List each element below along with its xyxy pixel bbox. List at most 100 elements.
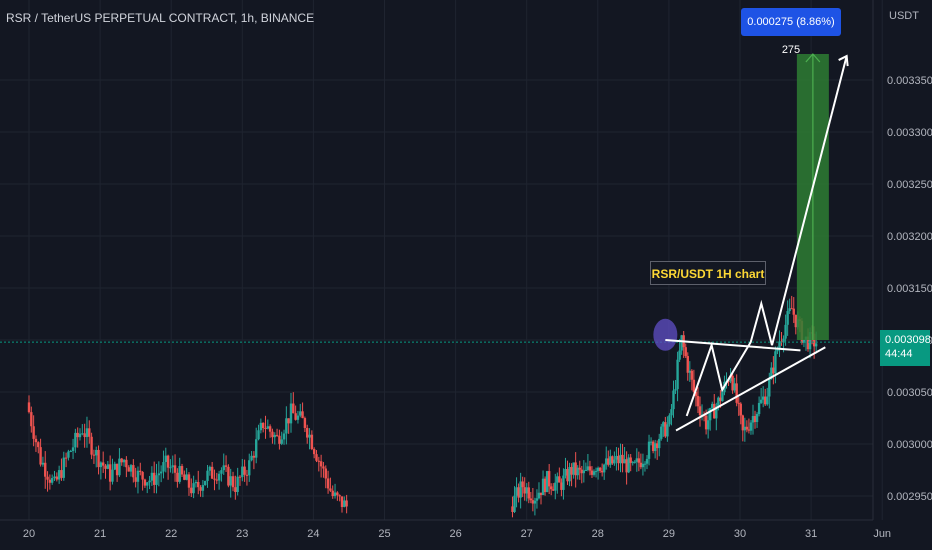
candle-body [617, 455, 620, 464]
candle-body [684, 347, 687, 357]
candle-body [197, 482, 200, 488]
candle-body [319, 461, 323, 467]
candle-body [32, 426, 35, 439]
candle-body [322, 466, 325, 469]
candle-body [776, 349, 779, 352]
candle-body [698, 406, 702, 416]
candle-body [619, 454, 622, 464]
candle-body [539, 492, 543, 496]
candle-body [721, 392, 724, 402]
candle-body [257, 430, 260, 440]
candle-body [605, 458, 608, 465]
candle-body [680, 335, 683, 351]
candle-body [217, 473, 221, 481]
candle-body [308, 434, 311, 438]
candle-body [727, 380, 730, 382]
candle-body [678, 350, 681, 360]
candle-body [268, 426, 272, 432]
candle-body [99, 462, 103, 468]
last-price-value: 0.003098 [885, 334, 931, 346]
candle-body [566, 469, 569, 482]
time-tick-label: 24 [307, 528, 319, 540]
candle-body [50, 478, 54, 483]
candle-body [757, 402, 761, 415]
candle-body [745, 426, 749, 430]
candle-body [602, 464, 606, 473]
candle-body [768, 378, 771, 397]
candle-body [694, 391, 698, 396]
candle-body [301, 411, 304, 419]
candle-body [662, 422, 665, 427]
candle-body [178, 466, 181, 482]
candle-body [535, 498, 539, 501]
candle-body [778, 341, 781, 350]
candle-body [658, 438, 661, 449]
candle-body [637, 458, 641, 463]
candle-body [173, 465, 177, 473]
breakout-highlight-circle[interactable] [653, 318, 678, 351]
candle-body [241, 466, 244, 478]
candle-body [97, 449, 100, 468]
candle-body [674, 389, 677, 391]
candle-body [592, 471, 596, 475]
candle-body [275, 434, 279, 436]
candle-body [136, 470, 140, 482]
candle-body [120, 458, 123, 463]
candle-body [159, 471, 163, 474]
candle-body [513, 495, 516, 512]
candle-body [782, 338, 785, 342]
candle-body [692, 379, 696, 392]
time-tick-label: 22 [165, 528, 177, 540]
candle-body [743, 426, 747, 431]
candle-body [125, 459, 128, 468]
candle-body [27, 402, 31, 413]
candle-body [183, 474, 186, 480]
candle-body [578, 467, 581, 470]
candle-body [737, 402, 740, 404]
candle-body [190, 487, 193, 494]
candle-body [95, 449, 98, 456]
candle-body [273, 434, 276, 438]
candle-body [735, 383, 738, 403]
candle-body [60, 470, 63, 478]
candle-body [521, 481, 524, 488]
candle-body [570, 467, 573, 475]
price-tick-label: 0.003150 [887, 283, 932, 295]
candle-body [647, 441, 651, 459]
candle-body [220, 470, 223, 474]
target-arrowhead [805, 53, 821, 63]
candle-body [152, 472, 156, 485]
candle-body [224, 465, 228, 467]
price-tick-label: 0.003250 [887, 179, 932, 191]
candle-body [201, 485, 205, 491]
candle-body [285, 418, 288, 434]
price-tick-label: 0.002950 [887, 491, 932, 503]
chart-annotation-label[interactable]: RSR/USDT 1H chart [650, 261, 766, 285]
candle-body [146, 482, 149, 486]
candle-body [143, 479, 147, 486]
candle-body [706, 420, 710, 430]
candle-body [162, 462, 165, 472]
candle-body [753, 416, 757, 423]
candle-body [243, 466, 246, 475]
candle-body [517, 487, 520, 498]
candle-body [106, 464, 110, 469]
candle-body [529, 498, 533, 501]
candle-body [541, 478, 545, 496]
candle-body [231, 476, 235, 488]
measure-label[interactable]: 0.000275 (8.86%) 275 [741, 8, 841, 56]
candle-body [169, 467, 172, 469]
candle-body [215, 479, 218, 481]
candle-body [310, 434, 314, 450]
candle-body [582, 470, 586, 474]
candle-body [550, 486, 553, 490]
candle-body [206, 470, 209, 481]
candle-body [261, 422, 265, 428]
candle-body [719, 397, 722, 402]
support-trendline [675, 346, 826, 432]
candle-body [62, 457, 65, 478]
pattern-drawings[interactable] [665, 54, 849, 432]
candle-body [786, 311, 789, 325]
price-tick-label: 0.003050 [887, 387, 932, 399]
